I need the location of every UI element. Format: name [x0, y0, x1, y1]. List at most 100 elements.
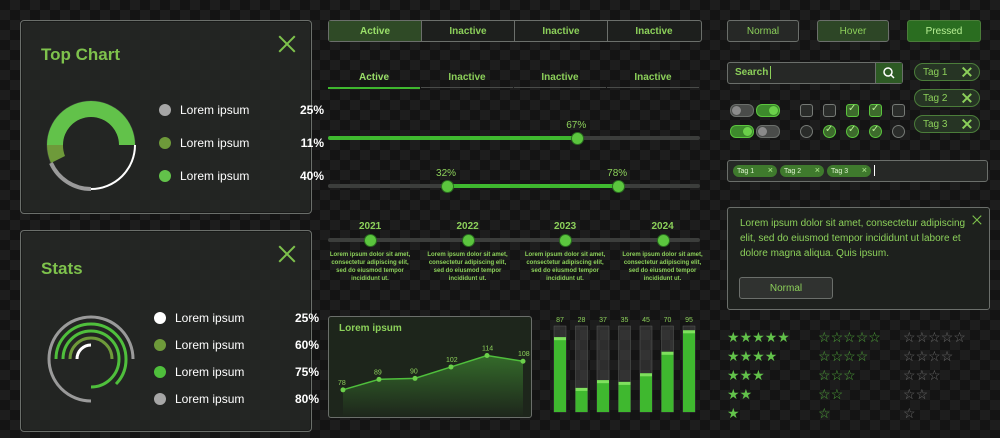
star-rating[interactable]: ★: [727, 406, 740, 420]
bar[interactable]: [683, 330, 695, 412]
star-icon[interactable]: ☆: [855, 348, 869, 364]
close-icon[interactable]: [278, 245, 296, 263]
line-point[interactable]: [448, 364, 454, 370]
tab-active[interactable]: Active: [328, 67, 420, 89]
tag-chip[interactable]: Tag 3 ×: [827, 165, 871, 177]
tab-inactive[interactable]: Inactive: [422, 21, 515, 41]
search-field[interactable]: Search: [727, 62, 903, 84]
hover-button[interactable]: Hover: [817, 20, 889, 42]
search-input[interactable]: Search: [735, 67, 769, 78]
star-icon[interactable]: ☆: [940, 329, 954, 345]
star-icon[interactable]: ☆: [818, 329, 831, 345]
star-icon[interactable]: ★: [727, 348, 740, 364]
close-icon[interactable]: [961, 66, 973, 78]
tag-chip[interactable]: Tag 3: [914, 115, 980, 133]
star-icon[interactable]: ☆: [830, 367, 844, 383]
star-icon[interactable]: ☆: [868, 329, 881, 345]
bar[interactable]: [597, 380, 609, 412]
checkbox[interactable]: ✓: [846, 103, 859, 117]
star-icon[interactable]: ★: [777, 329, 790, 345]
tag-chip[interactable]: Tag 2: [914, 89, 980, 107]
star-rating[interactable]: ☆ ☆ ☆ ☆: [903, 349, 953, 363]
star-icon[interactable]: ☆: [903, 329, 916, 345]
line-point[interactable]: [340, 387, 346, 393]
star-icon[interactable]: ★: [727, 405, 740, 421]
star-rating[interactable]: ☆ ☆ ☆ ☆ ☆: [903, 330, 966, 344]
star-rating[interactable]: ☆ ☆ ☆ ☆ ☆: [818, 330, 881, 344]
bar[interactable]: [618, 381, 631, 412]
bar[interactable]: [575, 387, 588, 412]
star-icon[interactable]: ☆: [903, 367, 916, 383]
star-icon[interactable]: ☆: [953, 329, 966, 345]
star-icon[interactable]: ★: [752, 329, 765, 345]
star-rating[interactable]: ☆: [903, 406, 916, 420]
close-icon[interactable]: ×: [861, 165, 867, 175]
timeline-node[interactable]: [656, 234, 670, 247]
star-icon[interactable]: ☆: [928, 367, 941, 383]
tag-input-field[interactable]: Tag 1 × Tag 2 × Tag 3 ×: [727, 160, 988, 182]
star-icon[interactable]: ☆: [940, 348, 954, 364]
tab-inactive[interactable]: Inactive: [515, 21, 608, 41]
tab-inactive[interactable]: Inactive: [421, 67, 513, 88]
star-icon[interactable]: ★: [764, 348, 778, 364]
timeline-node[interactable]: [364, 234, 377, 247]
toggle-switch[interactable]: [756, 104, 780, 117]
close-icon[interactable]: ×: [767, 165, 773, 175]
search-button[interactable]: [875, 63, 902, 83]
star-icon[interactable]: ★: [739, 329, 753, 345]
star-rating[interactable]: ☆: [818, 406, 831, 420]
star-icon[interactable]: ☆: [843, 348, 856, 364]
normal-button[interactable]: Normal: [727, 20, 799, 42]
line-point[interactable]: [412, 375, 418, 381]
timeline-node[interactable]: [461, 234, 475, 247]
radio-button[interactable]: ✓: [846, 124, 859, 138]
star-rating[interactable]: ★ ★ ★ ★ ★: [727, 330, 790, 344]
radio-button[interactable]: ✓: [823, 124, 836, 138]
tag-chip[interactable]: Tag 2 ×: [780, 165, 824, 177]
checkbox[interactable]: [892, 104, 905, 117]
bar[interactable]: [661, 351, 674, 412]
toggle-switch[interactable]: [756, 125, 780, 138]
star-icon[interactable]: ☆: [903, 386, 916, 402]
star-icon[interactable]: ☆: [928, 348, 941, 364]
radio-button[interactable]: ✓: [869, 124, 882, 138]
star-icon[interactable]: ★: [764, 329, 778, 345]
close-icon[interactable]: [961, 118, 973, 130]
star-rating[interactable]: ☆ ☆ ☆: [818, 368, 856, 382]
line-point[interactable]: [484, 352, 490, 358]
radio-button[interactable]: [892, 125, 905, 138]
star-icon[interactable]: ☆: [818, 367, 831, 383]
tab-inactive[interactable]: Inactive: [514, 67, 606, 88]
star-icon[interactable]: ★: [739, 348, 753, 364]
star-icon[interactable]: ☆: [915, 386, 929, 402]
slider-handle[interactable]: [571, 132, 585, 145]
star-icon[interactable]: ★: [752, 367, 765, 383]
star-icon[interactable]: ☆: [903, 348, 916, 364]
checkbox[interactable]: ✓: [869, 103, 882, 117]
star-icon[interactable]: ★: [727, 329, 740, 345]
pressed-button[interactable]: Pressed: [907, 20, 981, 42]
star-icon[interactable]: ★: [739, 386, 753, 402]
star-icon[interactable]: ★: [752, 348, 765, 364]
star-icon[interactable]: ☆: [843, 367, 856, 383]
star-rating[interactable]: ★ ★: [727, 387, 752, 401]
close-icon[interactable]: ×: [814, 165, 820, 175]
star-rating[interactable]: ☆ ☆ ☆: [903, 368, 941, 382]
star-icon[interactable]: ☆: [830, 348, 844, 364]
star-icon[interactable]: ☆: [830, 329, 844, 345]
line-point[interactable]: [520, 358, 526, 364]
checkbox[interactable]: [800, 104, 813, 117]
toggle-switch[interactable]: [730, 104, 754, 117]
tab-active[interactable]: Active: [329, 21, 422, 41]
bar[interactable]: [554, 337, 566, 412]
close-icon[interactable]: [278, 35, 296, 53]
star-rating[interactable]: ★ ★ ★ ★: [727, 349, 777, 363]
star-icon[interactable]: ☆: [855, 329, 869, 345]
star-icon[interactable]: ☆: [903, 405, 916, 421]
star-rating[interactable]: ☆ ☆: [903, 387, 928, 401]
radio-button[interactable]: [800, 125, 813, 138]
star-rating[interactable]: ★ ★ ★: [727, 368, 765, 382]
tab-inactive[interactable]: Inactive: [607, 67, 699, 88]
range-slider-high-handle[interactable]: [612, 180, 626, 193]
tag-chip[interactable]: Tag 1 ×: [733, 165, 777, 177]
